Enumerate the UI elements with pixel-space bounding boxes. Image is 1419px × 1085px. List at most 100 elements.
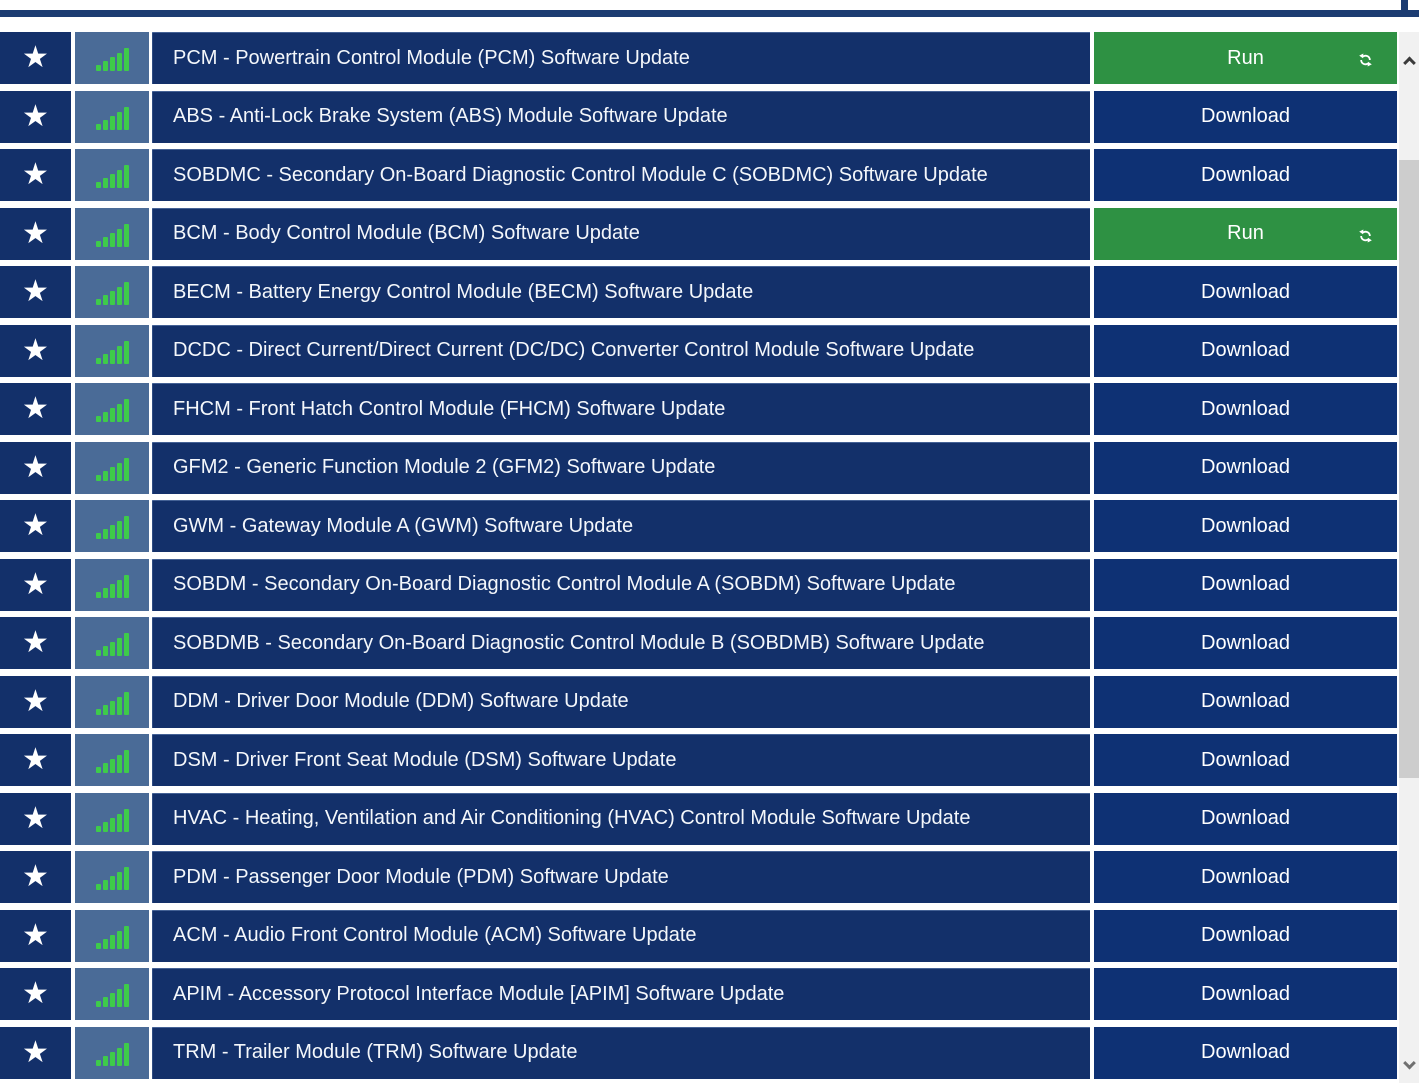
module-row: ★ TRM - Trailer Module (TRM) Software Up…: [0, 1026, 1397, 1079]
module-title: TRM - Trailer Module (TRM) Software Upda…: [173, 1041, 578, 1063]
favorite-star-button[interactable]: ★: [0, 734, 71, 786]
favorite-star-button[interactable]: ★: [0, 500, 71, 552]
action-button[interactable]: Download: [1094, 1026, 1397, 1079]
signal-bars-icon: [95, 984, 129, 1007]
module-title: DDM - Driver Door Module (DDM) Software …: [173, 690, 629, 712]
module-title-cell: ACM - Audio Front Control Module (ACM) S…: [152, 909, 1090, 962]
action-button[interactable]: Download: [1094, 266, 1397, 318]
favorite-star-button[interactable]: ★: [0, 558, 71, 611]
network-status-cell: [75, 90, 149, 143]
module-title-cell: PDM - Passenger Door Module (PDM) Softwa…: [152, 851, 1090, 903]
network-status-cell: [75, 1026, 149, 1079]
action-button-label: Download: [1201, 456, 1290, 478]
vertical-scrollbar[interactable]: [1399, 32, 1419, 1083]
module-row: ★ GFM2 - Generic Function Module 2 (GFM2…: [0, 441, 1397, 494]
signal-bars-icon: [95, 457, 129, 481]
action-button[interactable]: Download: [1094, 851, 1397, 903]
star-icon: ★: [22, 392, 49, 425]
favorite-star-button[interactable]: ★: [0, 675, 71, 728]
scrollbar-thumb[interactable]: [1399, 160, 1419, 778]
module-row: ★ SOBDMB - Secondary On-Board Diagnostic…: [0, 617, 1397, 669]
action-button[interactable]: Download: [1094, 441, 1397, 494]
action-button[interactable]: Run: [1094, 32, 1397, 84]
star-icon: ★: [22, 684, 49, 718]
action-button[interactable]: Download: [1094, 792, 1397, 845]
favorite-star-button[interactable]: ★: [0, 909, 71, 962]
scroll-up-button[interactable]: [1399, 46, 1419, 76]
action-button[interactable]: Download: [1094, 558, 1397, 611]
favorite-star-button[interactable]: ★: [0, 207, 71, 260]
module-row: ★ APIM - Accessory Protocol Interface Mo…: [0, 968, 1397, 1020]
star-icon: ★: [22, 216, 49, 250]
module-list: ★ PCM - Powertrain Control Module (PCM) …: [0, 32, 1397, 1085]
module-row: ★ DCDC - Direct Current/Direct Current (…: [0, 324, 1397, 377]
favorite-star-button[interactable]: ★: [0, 441, 71, 494]
signal-bars-icon: [95, 750, 129, 773]
action-button[interactable]: Download: [1094, 149, 1397, 201]
module-title-cell: APIM - Accessory Protocol Interface Modu…: [152, 968, 1090, 1020]
module-row: ★ BCM - Body Control Module (BCM) Softwa…: [0, 207, 1397, 260]
favorite-star-button[interactable]: ★: [0, 968, 71, 1020]
action-button-label: Run: [1227, 222, 1264, 244]
action-button[interactable]: Download: [1094, 617, 1397, 669]
module-title: BCM - Body Control Module (BCM) Software…: [173, 222, 640, 244]
action-button[interactable]: Download: [1094, 675, 1397, 728]
action-button-label: Download: [1201, 514, 1290, 537]
action-button[interactable]: Download: [1094, 324, 1397, 377]
network-status-cell: [75, 266, 149, 318]
action-button[interactable]: Download: [1094, 909, 1397, 962]
star-icon: ★: [22, 509, 49, 542]
network-status-cell: [75, 851, 149, 903]
favorite-star-button[interactable]: ★: [0, 1026, 71, 1079]
module-title: FHCM - Front Hatch Control Module (FHCM)…: [173, 397, 726, 420]
star-icon: ★: [22, 860, 49, 893]
action-button[interactable]: Download: [1094, 500, 1397, 552]
favorite-star-button[interactable]: ★: [0, 149, 71, 201]
favorite-star-button[interactable]: ★: [0, 266, 71, 318]
network-status-cell: [75, 792, 149, 845]
signal-bars-icon: [95, 574, 129, 598]
action-button[interactable]: Download: [1094, 383, 1397, 435]
favorite-star-button[interactable]: ★: [0, 792, 71, 845]
network-status-cell: [75, 675, 149, 728]
action-button-label: Download: [1201, 690, 1290, 712]
star-icon: ★: [22, 567, 49, 601]
action-button[interactable]: Run: [1094, 207, 1397, 260]
action-button[interactable]: Download: [1094, 734, 1397, 786]
chevron-down-icon: [1402, 1056, 1416, 1069]
signal-bars-icon: [95, 691, 129, 715]
action-button[interactable]: Download: [1094, 968, 1397, 1020]
scroll-down-button[interactable]: [1399, 1049, 1419, 1079]
panel-bottom-border: [0, 0, 1419, 32]
module-title-cell: TRM - Trailer Module (TRM) Software Upda…: [152, 1026, 1090, 1079]
module-title: DSM - Driver Front Seat Module (DSM) Sof…: [173, 748, 677, 771]
star-icon: ★: [22, 801, 49, 835]
action-button-label: Download: [1201, 280, 1290, 303]
module-row: ★ SOBDM - Secondary On-Board Diagnostic …: [0, 558, 1397, 611]
favorite-star-button[interactable]: ★: [0, 617, 71, 669]
signal-bars-icon: [95, 808, 129, 832]
module-title: PDM - Passenger Door Module (PDM) Softwa…: [173, 865, 669, 888]
star-icon: ★: [22, 99, 49, 133]
signal-bars-icon: [95, 223, 129, 247]
module-title: BECM - Battery Energy Control Module (BE…: [173, 280, 754, 303]
favorite-star-button[interactable]: ★: [0, 851, 71, 903]
signal-bars-icon: [95, 48, 129, 71]
module-title-cell: DDM - Driver Door Module (DDM) Software …: [152, 675, 1090, 728]
module-title-cell: SOBDM - Secondary On-Board Diagnostic Co…: [152, 558, 1090, 611]
module-row: ★ DSM - Driver Front Seat Module (DSM) S…: [0, 734, 1397, 786]
action-button-label: Download: [1201, 105, 1290, 127]
favorite-star-button[interactable]: ★: [0, 32, 71, 84]
module-title: APIM - Accessory Protocol Interface Modu…: [173, 982, 785, 1005]
signal-bars-icon: [95, 516, 129, 539]
module-title: GFM2 - Generic Function Module 2 (GFM2) …: [173, 456, 716, 478]
signal-bars-icon: [95, 399, 129, 422]
panel-border-line: [0, 10, 1419, 17]
module-row: ★ FHCM - Front Hatch Control Module (FHC…: [0, 383, 1397, 435]
favorite-star-button[interactable]: ★: [0, 324, 71, 377]
favorite-star-button[interactable]: ★: [0, 90, 71, 143]
module-title-cell: HVAC - Heating, Ventilation and Air Cond…: [152, 792, 1090, 845]
favorite-star-button[interactable]: ★: [0, 383, 71, 435]
action-button[interactable]: Download: [1094, 90, 1397, 143]
module-title-cell: GWM - Gateway Module A (GWM) Software Up…: [152, 500, 1090, 552]
